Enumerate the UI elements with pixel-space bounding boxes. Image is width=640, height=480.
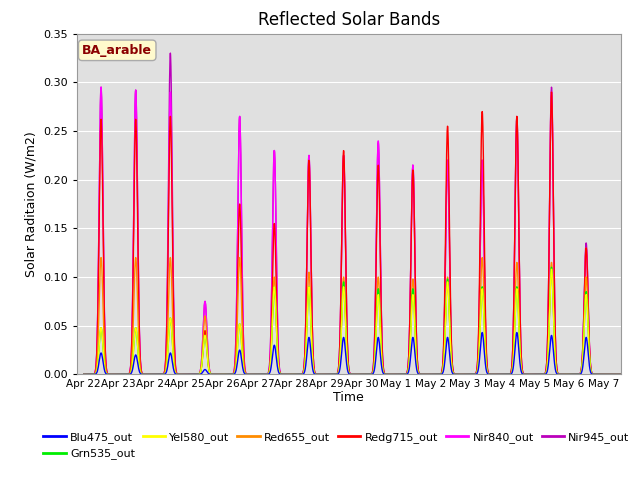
Nir945_out bbox=[516, 320, 524, 326]
Nir840_out bbox=[516, 321, 524, 327]
Red655_out bbox=[634, 372, 640, 377]
Nir840_out bbox=[97, 84, 105, 90]
Yel580_out bbox=[80, 372, 88, 377]
Text: BA_arable: BA_arable bbox=[82, 44, 152, 57]
Nir840_out bbox=[550, 214, 557, 219]
Blu475_out bbox=[550, 350, 557, 356]
Redg715_out bbox=[193, 372, 201, 377]
Redg715_out bbox=[481, 264, 488, 270]
Line: Nir945_out: Nir945_out bbox=[84, 53, 638, 374]
Nir840_out bbox=[628, 372, 636, 377]
Redg715_out bbox=[550, 214, 557, 219]
Blu475_out bbox=[634, 372, 640, 377]
Blu475_out bbox=[481, 354, 488, 360]
Red655_out bbox=[628, 372, 636, 377]
Grn535_out bbox=[481, 336, 488, 341]
Red655_out bbox=[97, 255, 105, 261]
Blu475_out bbox=[513, 330, 521, 336]
Nir945_out bbox=[634, 372, 640, 377]
Grn535_out bbox=[193, 372, 201, 377]
Red655_out bbox=[193, 372, 201, 377]
Yel580_out bbox=[550, 312, 557, 318]
Grn535_out bbox=[628, 372, 636, 377]
Yel580_out bbox=[548, 266, 556, 272]
Grn535_out bbox=[550, 312, 557, 317]
Nir840_out bbox=[634, 372, 640, 377]
Yel580_out bbox=[628, 372, 636, 377]
Grn535_out bbox=[80, 372, 88, 377]
Red655_out bbox=[80, 372, 88, 377]
Redg715_out bbox=[516, 312, 524, 317]
Blu475_out bbox=[80, 372, 88, 377]
Line: Nir840_out: Nir840_out bbox=[84, 87, 638, 374]
Redg715_out bbox=[548, 89, 556, 95]
Nir945_out bbox=[432, 372, 440, 377]
Grn535_out bbox=[516, 351, 524, 357]
Grn535_out bbox=[432, 372, 440, 377]
Title: Reflected Solar Bands: Reflected Solar Bands bbox=[258, 11, 440, 29]
Yel580_out bbox=[634, 372, 640, 377]
Line: Grn535_out: Grn535_out bbox=[84, 267, 638, 374]
Red655_out bbox=[481, 329, 489, 335]
Nir945_out bbox=[80, 372, 88, 377]
Nir945_out bbox=[481, 294, 489, 300]
Nir945_out bbox=[166, 50, 174, 56]
Nir840_out bbox=[481, 294, 489, 300]
Line: Red655_out: Red655_out bbox=[84, 258, 638, 374]
Yel580_out bbox=[481, 336, 488, 342]
Nir945_out bbox=[193, 372, 201, 377]
Line: Blu475_out: Blu475_out bbox=[84, 333, 638, 374]
Line: Redg715_out: Redg715_out bbox=[84, 92, 638, 374]
Blu475_out bbox=[628, 372, 636, 377]
Nir945_out bbox=[550, 211, 557, 216]
Blu475_out bbox=[193, 372, 201, 377]
Nir945_out bbox=[628, 372, 636, 377]
Y-axis label: Solar Raditaion (W/m2): Solar Raditaion (W/m2) bbox=[24, 131, 38, 277]
Redg715_out bbox=[80, 372, 88, 377]
Nir840_out bbox=[432, 372, 440, 377]
Nir840_out bbox=[80, 372, 88, 377]
Yel580_out bbox=[193, 372, 201, 377]
Grn535_out bbox=[548, 264, 556, 270]
Redg715_out bbox=[634, 372, 640, 377]
Legend: Blu475_out, Grn535_out, Yel580_out, Red655_out, Redg715_out, Nir840_out, Nir945_: Blu475_out, Grn535_out, Yel580_out, Red6… bbox=[39, 428, 634, 464]
Red655_out bbox=[432, 372, 440, 377]
Yel580_out bbox=[516, 351, 524, 357]
Grn535_out bbox=[634, 372, 640, 377]
Nir840_out bbox=[193, 372, 201, 377]
Redg715_out bbox=[628, 372, 636, 377]
Red655_out bbox=[550, 309, 557, 314]
Blu475_out bbox=[432, 372, 440, 377]
Redg715_out bbox=[432, 372, 440, 377]
Blu475_out bbox=[516, 363, 524, 369]
Red655_out bbox=[516, 349, 524, 355]
Line: Yel580_out: Yel580_out bbox=[84, 269, 638, 374]
X-axis label: Time: Time bbox=[333, 391, 364, 404]
Yel580_out bbox=[432, 372, 440, 377]
